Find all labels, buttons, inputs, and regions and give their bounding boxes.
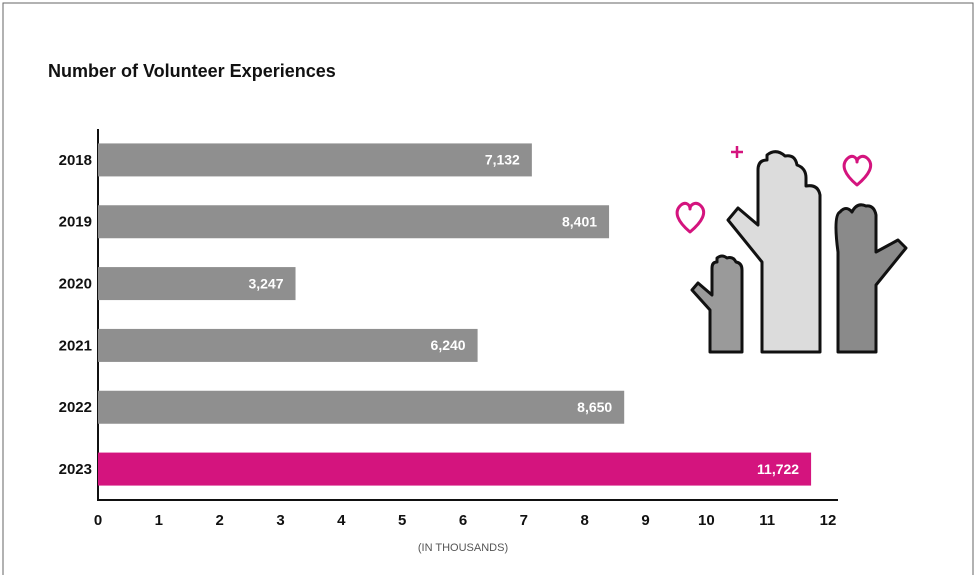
bar-value-label: 8,401 (562, 213, 597, 229)
x-tick-label: 1 (155, 512, 163, 529)
y-tick-label: 2019 (59, 214, 92, 231)
x-tick-label: 3 (276, 512, 284, 529)
y-tick-label: 2021 (59, 337, 92, 354)
bar (98, 328, 478, 362)
x-tick-label: 0 (94, 512, 102, 529)
x-tick-label: 5 (398, 512, 406, 529)
x-tick-label: 11 (759, 512, 775, 529)
bar (98, 452, 812, 486)
y-tick-label: 2022 (59, 399, 92, 416)
x-axis-label: (IN THOUSANDS) (418, 542, 508, 554)
bar-value-label: 8,650 (577, 399, 612, 415)
y-tick-label: 2020 (59, 276, 92, 293)
x-tick-label: 6 (459, 512, 467, 529)
bar (98, 143, 532, 177)
x-tick-label: 10 (698, 512, 715, 529)
bar-value-label: 6,240 (431, 337, 466, 353)
y-tick-label: 2018 (59, 152, 92, 169)
x-tick-label: 7 (520, 512, 528, 529)
x-tick-label: 9 (641, 512, 649, 529)
bar (98, 390, 625, 424)
x-tick-label: 4 (337, 512, 346, 529)
bar (98, 205, 610, 239)
bar-value-label: 11,722 (757, 461, 799, 477)
x-tick-label: 2 (215, 512, 223, 529)
bar-value-label: 7,132 (485, 152, 520, 168)
chart-title: Number of Volunteer Experiences (48, 61, 336, 81)
x-tick-label: 12 (820, 512, 837, 529)
hands-illustration (675, 146, 908, 354)
bar (98, 267, 296, 301)
x-tick-label: 8 (580, 512, 588, 529)
y-tick-label: 2023 (59, 461, 92, 478)
bar-value-label: 3,247 (248, 275, 283, 291)
